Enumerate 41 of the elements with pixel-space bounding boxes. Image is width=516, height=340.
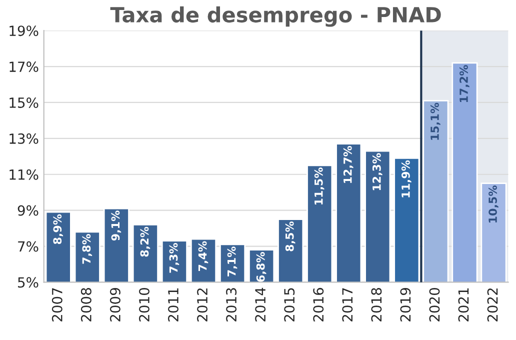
data-label: 9,1% <box>111 210 122 241</box>
data-label: 10,5% <box>488 186 498 222</box>
x-tick-label: 2015 <box>284 288 295 322</box>
data-label: 8,5% <box>285 221 296 252</box>
data-label: 7,3% <box>169 243 180 273</box>
data-label: 12,3% <box>372 153 382 190</box>
data-label: 11,5% <box>314 168 324 204</box>
data-label: 17,2% <box>460 65 470 102</box>
data-label: 8,9% <box>53 214 64 244</box>
data-label: 7,1% <box>227 246 238 276</box>
y-tick-label: 15% <box>10 97 38 108</box>
x-tick-label: 2018 <box>371 288 382 322</box>
data-label: 7,8% <box>82 234 92 264</box>
y-tick-label: 9% <box>18 205 38 216</box>
x-tick-label: 2021 <box>458 288 469 322</box>
x-tick-label: 2011 <box>168 288 178 322</box>
data-label: 6,8% <box>256 252 266 282</box>
x-tick-label: 2022 <box>487 288 498 322</box>
y-tick-label: 11% <box>10 169 38 180</box>
data-label: 12,7% <box>343 146 354 183</box>
x-tick-label: 2017 <box>342 288 353 322</box>
y-tick-label: 5% <box>18 277 38 288</box>
chart-title: Taxa de desemprego - PNAD <box>110 6 441 27</box>
data-label: 11,9% <box>401 160 412 198</box>
data-label: 8,2% <box>140 226 150 257</box>
x-tick-label: 2014 <box>255 288 266 322</box>
data-label: 7,4% <box>198 241 208 271</box>
x-tick-label: 2019 <box>400 288 411 322</box>
x-tick-label: 2007 <box>52 288 62 322</box>
x-tick-label: 2009 <box>110 288 120 322</box>
x-tick-label: 2010 <box>138 288 150 322</box>
y-tick-label: 7% <box>18 241 38 252</box>
data-label: 15,1% <box>430 102 440 140</box>
y-tick-label: 17% <box>10 62 38 72</box>
x-tick-label: 2020 <box>429 288 440 322</box>
y-tick-label: 13% <box>10 133 38 144</box>
x-tick-label: 2013 <box>226 288 237 322</box>
y-tick-label: 19% <box>10 26 38 36</box>
x-tick-label: 2012 <box>197 288 208 322</box>
x-tick-label: 2016 <box>313 288 324 322</box>
x-tick-label: 2008 <box>80 288 92 322</box>
